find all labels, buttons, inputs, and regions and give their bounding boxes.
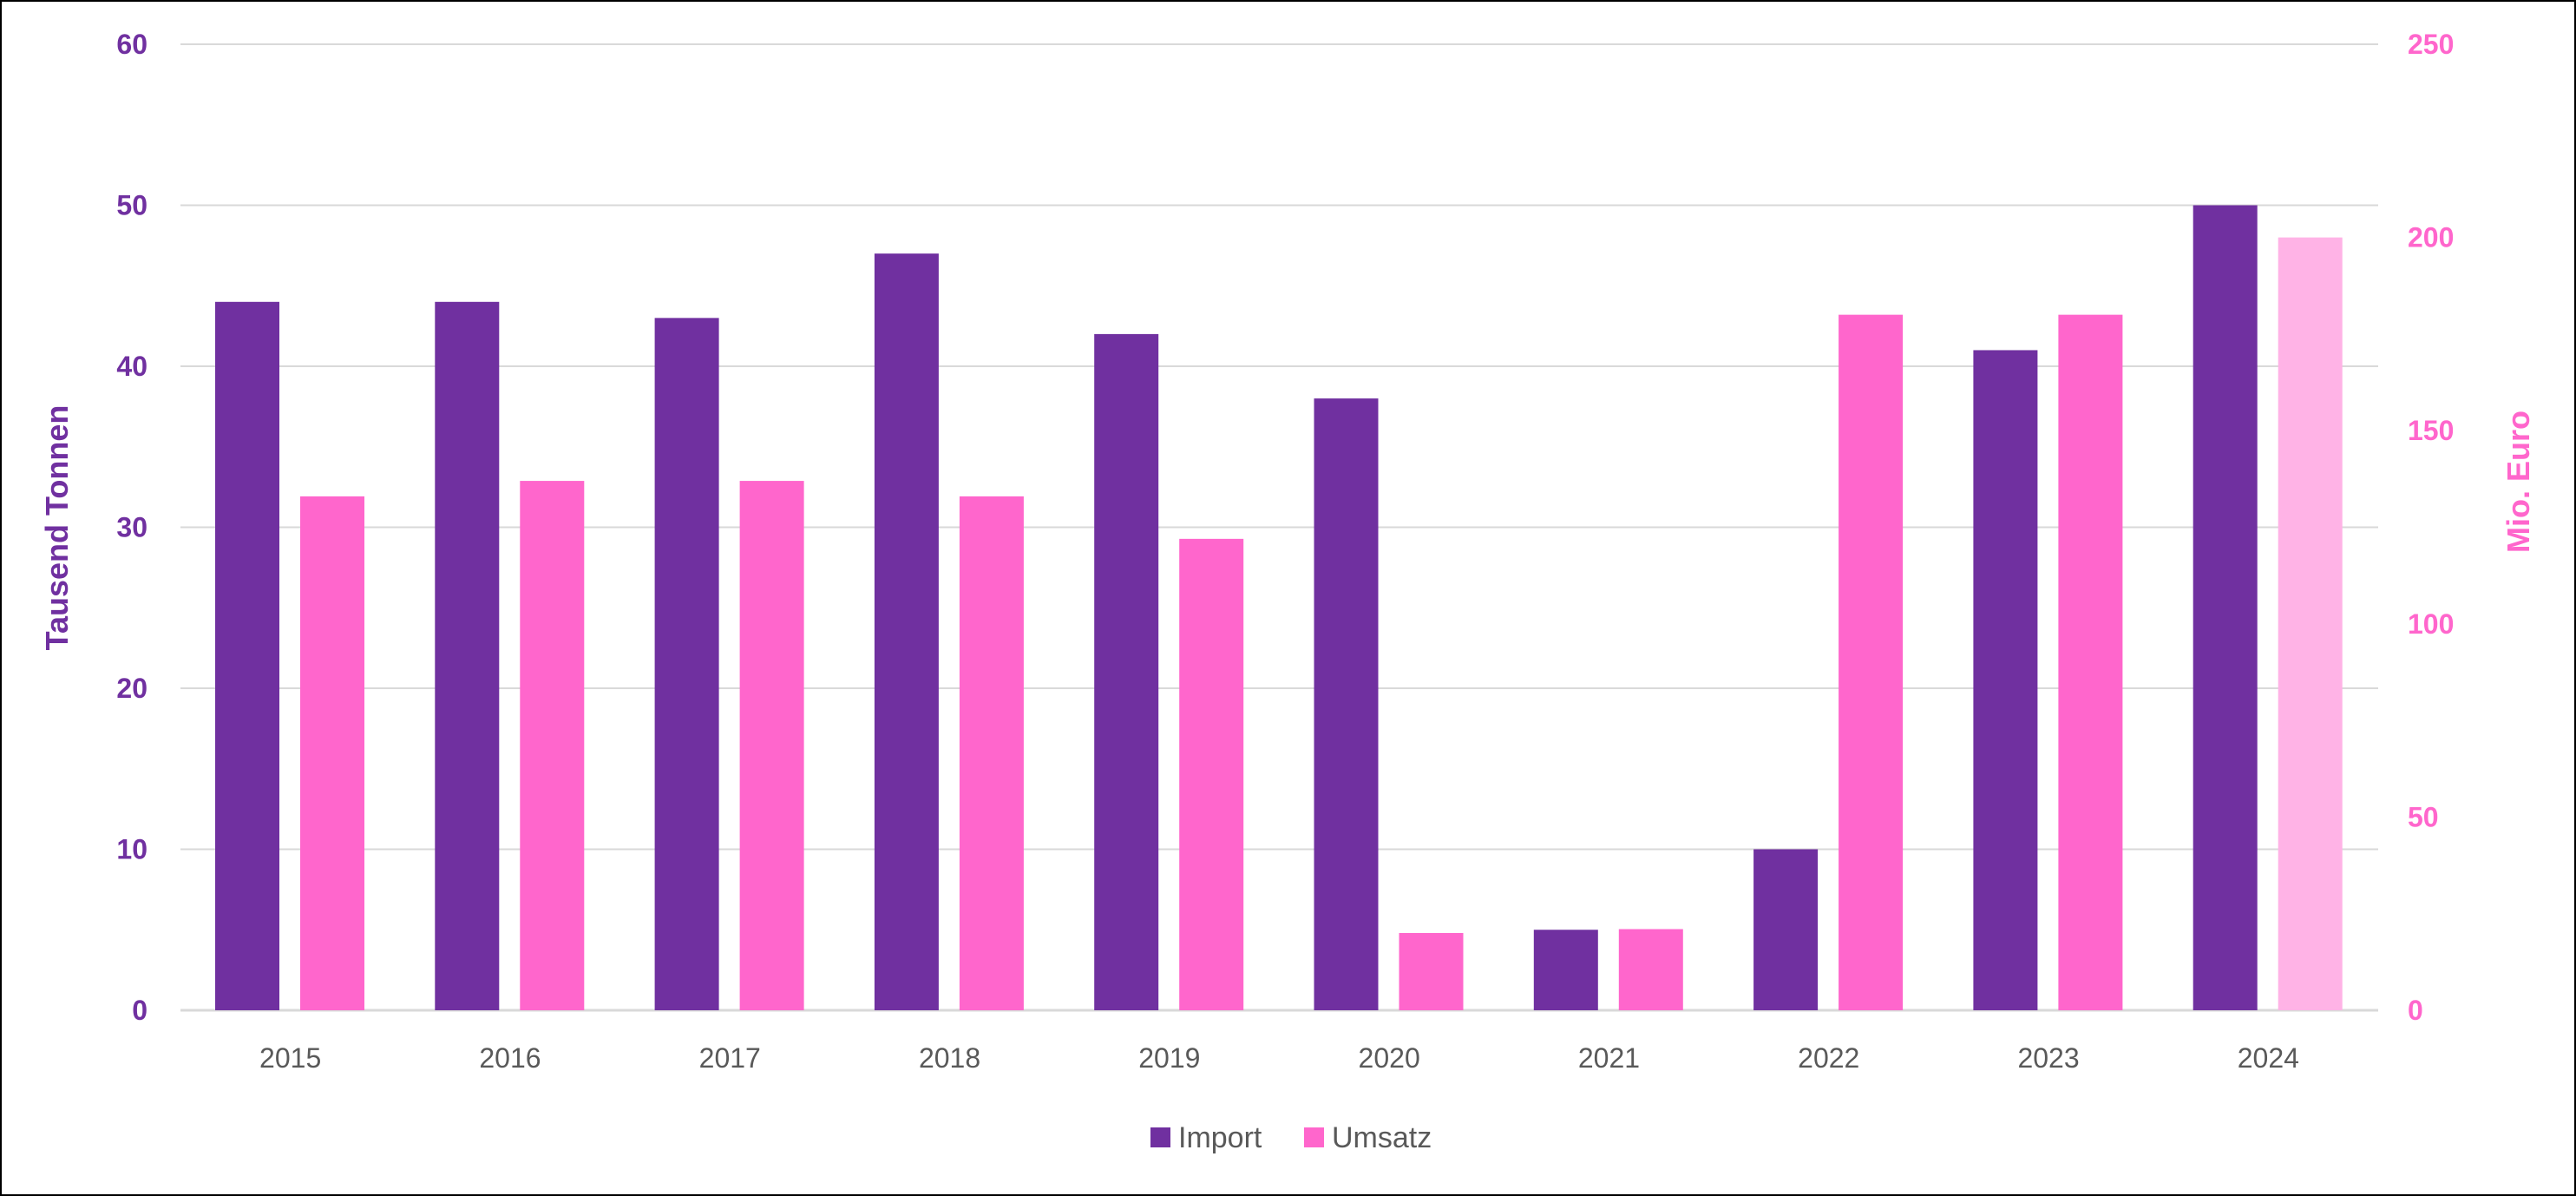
y2-axis-title: Mio. Euro	[2501, 411, 2536, 553]
bar-import	[874, 253, 939, 1010]
x-tick-label: 2016	[479, 1042, 541, 1074]
x-tick-label: 2019	[1138, 1042, 1200, 1074]
y2-tick-label: 250	[2408, 29, 2454, 60]
x-tick-label: 2021	[1578, 1042, 1640, 1074]
x-tick-label: 2022	[1798, 1042, 1859, 1074]
y-tick-label: 60	[116, 29, 147, 60]
bar-import	[1314, 398, 1379, 1011]
bar-import	[2193, 205, 2258, 1010]
bar-umsatz	[739, 481, 804, 1010]
bar-umsatz	[520, 481, 585, 1010]
legend-label-import: Import	[1178, 1121, 1262, 1154]
x-tick-label: 2017	[699, 1042, 761, 1074]
y-tick-label: 10	[116, 834, 147, 865]
legend-label-umsatz: Umsatz	[1332, 1121, 1432, 1154]
bar-umsatz	[2278, 237, 2343, 1011]
bar-umsatz	[2058, 314, 2123, 1010]
bar-import	[1973, 350, 2038, 1010]
x-tick-label: 2015	[259, 1042, 321, 1074]
y2-tick-label: 150	[2408, 415, 2454, 446]
y2-tick-label: 200	[2408, 222, 2454, 253]
legend-swatch-umsatz	[1304, 1127, 1324, 1147]
bar-umsatz	[1618, 929, 1683, 1010]
y-axis-title: Tausend Tonnen	[39, 405, 75, 651]
y2-tick-label: 100	[2408, 608, 2454, 640]
bar-import	[1094, 333, 1159, 1010]
bar-import	[1533, 930, 1598, 1010]
bar-umsatz	[300, 496, 364, 1010]
x-tick-label: 2024	[2238, 1042, 2299, 1074]
bar-import	[1753, 849, 1819, 1010]
bar-umsatz	[1399, 932, 1464, 1010]
x-tick-label: 2023	[2017, 1042, 2079, 1074]
x-tick-label: 2020	[1359, 1042, 1420, 1074]
x-tick-label: 2018	[919, 1042, 980, 1074]
bar-import	[654, 318, 719, 1011]
bar-umsatz	[1839, 314, 1904, 1010]
y-tick-label: 40	[116, 351, 147, 382]
y-tick-label: 20	[116, 673, 147, 704]
legend-swatch-import	[1150, 1127, 1170, 1147]
bar-import	[215, 301, 279, 1010]
y2-tick-label: 0	[2408, 995, 2423, 1026]
bar-import	[435, 301, 500, 1010]
y-tick-label: 0	[132, 995, 147, 1026]
y-tick-label: 30	[116, 512, 147, 543]
bar-umsatz	[1179, 538, 1244, 1010]
bar-umsatz	[959, 496, 1024, 1010]
y-tick-label: 50	[116, 190, 147, 221]
y2-tick-label: 50	[2408, 801, 2439, 832]
